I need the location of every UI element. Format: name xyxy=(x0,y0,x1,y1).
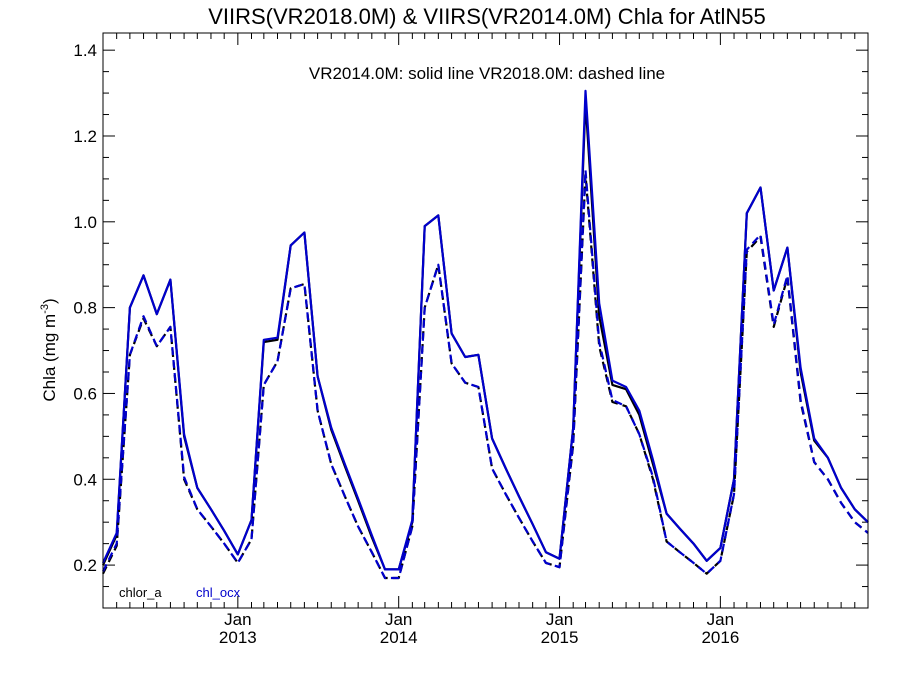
series-line xyxy=(101,89,869,571)
y-tick-label: 0.2 xyxy=(73,556,97,575)
line-style-annotation: VR2014.0M: solid line VR2018.0M: dashed … xyxy=(309,64,665,83)
x-tick-year-label: 2015 xyxy=(541,628,579,647)
legend-entry: chlor_a xyxy=(119,585,162,600)
legend: chlor_a chl_ocx xyxy=(119,585,241,600)
plot-frame xyxy=(102,32,869,609)
legend-entry: chl_ocx xyxy=(196,585,241,600)
series-layer xyxy=(101,89,869,580)
x-tick-month-label: Jan xyxy=(707,610,734,629)
x-tick-month-label: Jan xyxy=(546,610,573,629)
y-tick-label: 1.4 xyxy=(73,41,97,60)
x-tick-year-label: 2013 xyxy=(219,628,257,647)
y-tick-label: 0.6 xyxy=(73,384,97,403)
chart-title: VIIRS(VR2018.0M) & VIIRS(VR2014.0M) Chla… xyxy=(208,4,766,29)
y-tick-label: 1.0 xyxy=(73,213,97,232)
y-axis-label: Chla (mg m-3) xyxy=(39,298,59,401)
x-tick-month-label: Jan xyxy=(224,610,251,629)
series-line xyxy=(101,100,869,571)
x-tick-year-label: 2016 xyxy=(701,628,739,647)
y-tick-label: 1.2 xyxy=(73,127,97,146)
x-tick-month-label: Jan xyxy=(385,610,412,629)
axis-ticks xyxy=(102,33,869,608)
y-tick-label: 0.4 xyxy=(73,470,97,489)
y-tick-label: 0.8 xyxy=(73,299,97,318)
x-tick-year-label: 2014 xyxy=(380,628,418,647)
series-line xyxy=(102,169,869,580)
y-axis-label-text: Chla (mg m xyxy=(40,314,59,402)
y-axis-label-superscript: -3 xyxy=(39,304,51,314)
svg-text:Chla (mg m-3): Chla (mg m-3) xyxy=(39,298,59,401)
y-axis-label-close: ) xyxy=(40,298,59,304)
tick-labels: 0.20.40.60.81.01.21.4Jan2013Jan2014Jan20… xyxy=(73,41,739,647)
series-line xyxy=(102,173,869,580)
